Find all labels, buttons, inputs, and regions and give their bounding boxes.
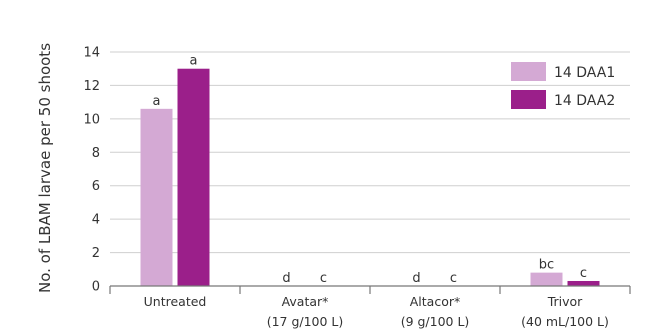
x-category-label: Untreated	[144, 294, 207, 309]
legend-swatch	[511, 62, 546, 81]
legend-swatch	[511, 90, 546, 109]
x-category-sublabel: (17 g/100 L)	[267, 314, 344, 329]
legend-label: 14 DAA1	[554, 65, 615, 81]
labels: 0 2 4 6 8 10 12 14 a a Untreated d c Avatar* (17 g/100…	[83, 46, 608, 330]
y-tick-label: 8	[92, 146, 100, 161]
bar-significance-label: c	[450, 271, 457, 286]
bar	[140, 108, 173, 286]
bar-significance-label: d	[412, 271, 420, 286]
bar-significance-label: a	[153, 94, 161, 109]
bar-significance-label: c	[580, 266, 587, 281]
y-tick-label: 14	[83, 46, 100, 61]
y-tick-label: 4	[92, 213, 100, 228]
x-category-sublabel: (9 g/100 L)	[401, 314, 470, 329]
bar-significance-label: d	[282, 271, 290, 286]
y-tick-label: 6	[92, 179, 100, 194]
bar-significance-label: c	[320, 271, 327, 286]
y-tick-label: 12	[83, 79, 100, 94]
y-tick-label: 2	[92, 246, 100, 261]
x-category-label: Trivor	[547, 294, 583, 309]
bar-significance-label: a	[190, 54, 198, 69]
y-tick-label: 10	[83, 112, 100, 127]
bar	[177, 68, 210, 286]
y-axis-title: No. of LBAM larvae per 50 shoots	[36, 43, 54, 293]
bar	[530, 272, 563, 286]
x-category-label: Avatar*	[282, 294, 329, 309]
x-category-sublabel: (40 mL/100 L)	[521, 314, 609, 329]
y-tick-label: 0	[92, 280, 100, 295]
bar	[567, 280, 600, 286]
legend-label: 14 DAA2	[554, 93, 615, 109]
legend: 14 DAA1 14 DAA2	[511, 62, 615, 109]
bar-significance-label: bc	[539, 258, 554, 273]
axes	[109, 285, 631, 294]
x-category-label: Altacor*	[410, 294, 461, 309]
bars	[140, 68, 600, 286]
